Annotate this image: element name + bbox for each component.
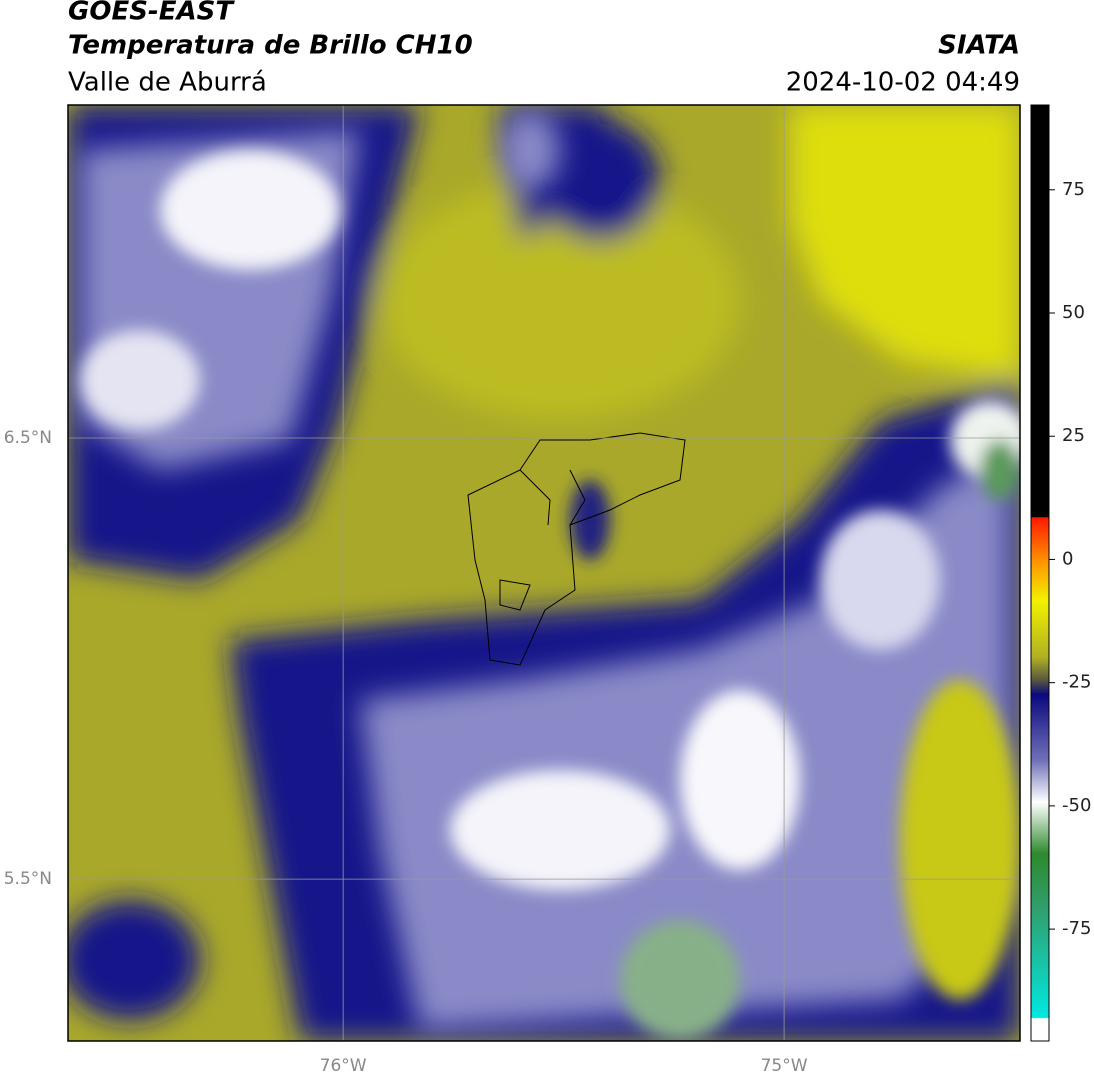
lat-tick-label: 6.5°N — [4, 428, 52, 448]
colorbar-tick-label: 25 — [1062, 425, 1085, 446]
map-frame — [67, 104, 1021, 1042]
colorbar-tick-label: -25 — [1062, 672, 1091, 693]
lon-tick-label: 76°W — [320, 1056, 367, 1076]
map-image — [68, 105, 1020, 1041]
lon-tick-label: 75°W — [761, 1056, 808, 1076]
title: Temperatura de Brillo CH10 — [68, 31, 473, 61]
colorbar-tick-label: -75 — [1062, 918, 1091, 939]
region: Valle de Aburrá — [68, 68, 267, 98]
agency: SIATA — [938, 31, 1020, 61]
lat-tick-label: 5.5°N — [4, 869, 52, 889]
header: GOES-EAST Temperatura de Brillo CH10 Val… — [68, 0, 1020, 98]
satellite: GOES-EAST — [68, 0, 235, 27]
colorbar — [1030, 104, 1050, 1042]
colorbar-tick-label: 50 — [1062, 302, 1085, 323]
colorbar-tick-label: 0 — [1062, 548, 1073, 569]
graticule — [68, 105, 1020, 1041]
colorbar-tick-label: -50 — [1062, 795, 1091, 816]
datetime: 2024-10-02 04:49 — [786, 68, 1020, 98]
colorbar-tick-label: 75 — [1062, 179, 1085, 200]
